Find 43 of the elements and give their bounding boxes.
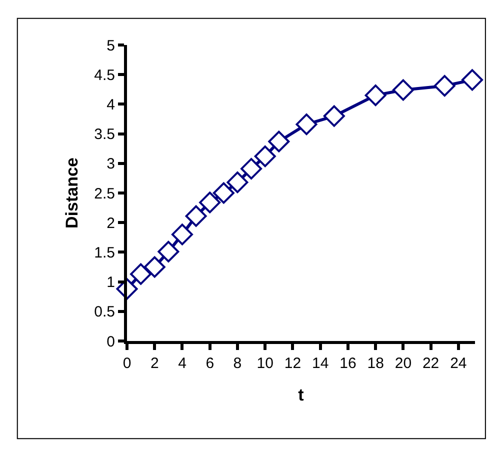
point [323,105,345,127]
y-tick-label: 3.5 [94,126,115,144]
y-tick-label: 2 [106,214,115,232]
point [130,263,152,285]
point [185,205,207,227]
x-tick-label: 20 [394,355,412,372]
point [296,114,318,136]
point [254,146,276,168]
point [158,240,180,262]
x-tick-label: 12 [284,355,302,372]
x-tick-label: 24 [450,355,467,372]
x-tick-label: 8 [233,355,242,372]
x-tick-label: 16 [340,355,356,372]
y-tick-label: 2.5 [94,185,115,202]
point [434,75,456,97]
point [364,84,386,106]
x-tick-label: 2 [150,355,159,372]
point [199,192,221,214]
x-tick-label: 4 [178,355,186,372]
x-tick-label: 14 [312,355,329,372]
y-tick-label: 4 [106,96,115,114]
point [212,182,234,204]
x-tick-label: 22 [422,355,440,372]
x-axis-title: t [298,385,304,404]
point [226,172,248,194]
y-tick-label: 0.5 [94,304,115,321]
x-tick-label: 18 [367,355,384,372]
point [461,69,483,91]
point [171,224,193,246]
x-tick-label: 6 [206,355,214,372]
y-tick-label: 4.5 [94,66,115,84]
point [144,256,166,278]
point [268,130,290,152]
y-axis-title: Distance [62,158,82,228]
y-tick-label: 1.5 [94,244,115,262]
y-tick-label: 3 [106,156,115,173]
point [240,158,262,180]
point [392,79,414,101]
y-tick-label: 5 [106,37,115,54]
x-tick-label: 0 [122,355,132,372]
y-tick-label: 0 [106,333,115,350]
x-tick-label: 10 [256,355,274,372]
y-tick-label: 1 [106,274,115,292]
